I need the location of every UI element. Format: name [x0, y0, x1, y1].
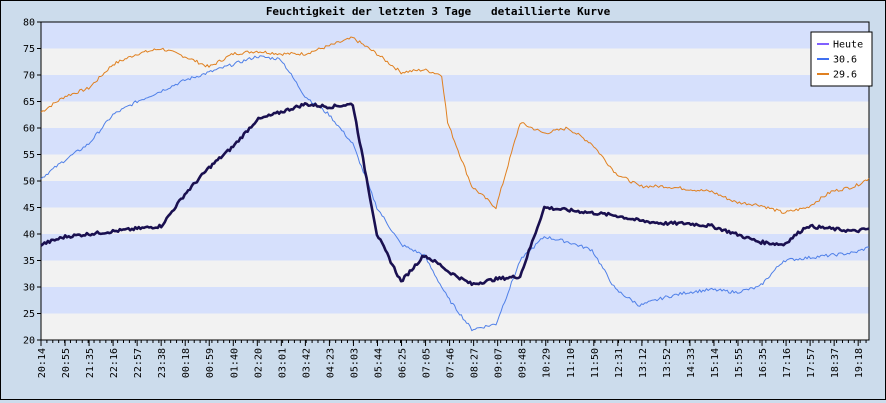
x-tick-label: 15:14 [710, 348, 721, 378]
y-tick-label: 25 [23, 309, 35, 320]
x-tick-label: 11:50 [590, 348, 601, 378]
x-tick-label: 09:48 [518, 348, 529, 378]
x-tick-label: 01:40 [229, 348, 240, 378]
plot-band [41, 207, 869, 234]
x-tick-label: 20:55 [61, 348, 72, 378]
x-tick-label: 22:57 [133, 348, 144, 378]
y-tick-label: 45 [23, 203, 35, 214]
x-tick-label: 17:57 [806, 348, 817, 378]
y-tick-label: 20 [23, 336, 35, 347]
plot-band [41, 313, 869, 340]
plot-band [41, 48, 869, 75]
plot-band [41, 287, 869, 314]
y-tick-label: 40 [23, 230, 35, 241]
x-tick-label: 17:16 [782, 348, 793, 378]
y-tick-label: 65 [23, 97, 35, 108]
y-tick-label: 55 [23, 150, 35, 161]
x-tick-label: 12:31 [614, 348, 625, 378]
x-tick-label: 10:29 [542, 348, 553, 378]
x-tick-label: 07:05 [422, 348, 433, 378]
x-tick-label: 00:18 [181, 348, 192, 378]
series-line-Heute [40, 102, 870, 287]
x-tick-label: 19:18 [854, 348, 865, 378]
x-tick-label: 00:59 [205, 348, 216, 378]
chart-legend: Heute 30.6 29.6 [810, 31, 873, 87]
x-tick-label: 13:12 [638, 348, 649, 378]
series-line-30.6 [40, 55, 870, 332]
plot-band [41, 101, 869, 128]
x-tick-label: 05:44 [373, 348, 384, 378]
x-tick-label: 04:23 [325, 348, 336, 378]
x-tick-label: 23:38 [157, 348, 168, 378]
legend-label: 30.6 [833, 55, 857, 66]
chart-title: Feuchtigkeit der letzten 3 Tage detailli… [266, 5, 611, 18]
x-tick-label: 07:46 [446, 348, 457, 378]
plot-band [41, 181, 869, 208]
plot-band [41, 22, 869, 49]
y-tick-label: 70 [23, 71, 35, 82]
legend-label: 29.6 [833, 70, 857, 81]
plot-band [41, 75, 869, 102]
plot-band [41, 234, 869, 261]
x-tick-label: 18:37 [830, 348, 841, 378]
x-tick-label: 16:35 [758, 348, 769, 378]
x-tick-label: 05:03 [349, 348, 360, 378]
plot-band [41, 154, 869, 181]
y-tick-label: 80 [23, 18, 35, 29]
y-tick-label: 60 [23, 124, 35, 135]
x-tick-label: 08:27 [470, 348, 481, 378]
x-tick-label: 09:07 [494, 348, 505, 378]
x-tick-label: 06:25 [398, 348, 409, 378]
y-tick-label: 35 [23, 256, 35, 267]
x-tick-label: 03:42 [301, 348, 312, 378]
x-tick-label: 02:20 [253, 348, 264, 378]
x-tick-label: 20:14 [37, 348, 48, 378]
x-tick-label: 22:16 [109, 348, 120, 378]
legend-label: Heute [833, 40, 863, 51]
y-tick-label: 75 [23, 44, 35, 55]
x-tick-label: 14:33 [686, 348, 697, 378]
series-line-29.6 [40, 36, 870, 214]
x-tick-label: 15:55 [734, 348, 745, 378]
x-tick-label: 13:52 [662, 348, 673, 378]
x-tick-label: 11:10 [566, 348, 577, 378]
y-tick-label: 50 [23, 177, 35, 188]
x-tick-label: 03:01 [277, 348, 288, 378]
x-tick-label: 21:35 [85, 348, 96, 378]
y-tick-label: 30 [23, 283, 35, 294]
